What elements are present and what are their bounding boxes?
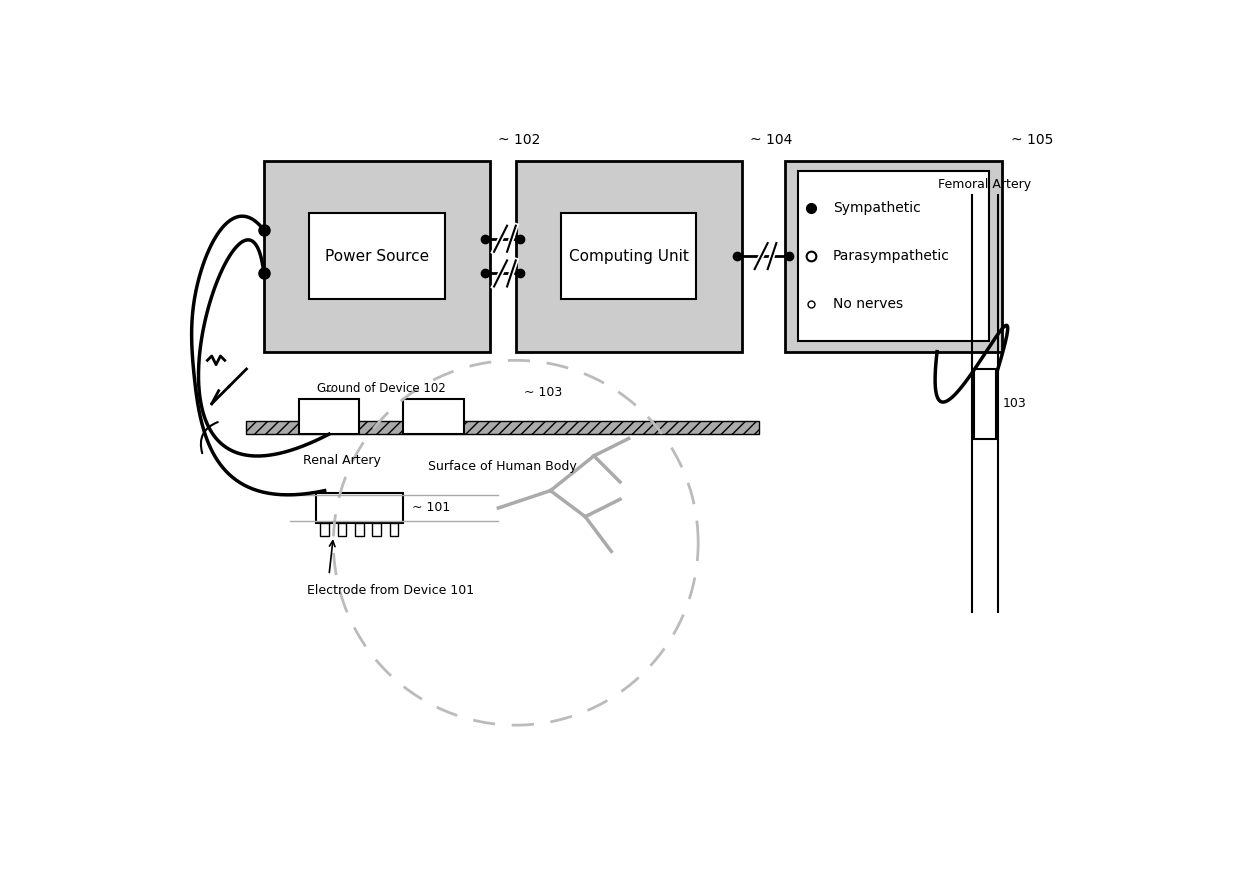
- Text: Power Source: Power Source: [325, 248, 429, 264]
- Bar: [389, 524, 398, 536]
- Text: ~ 104: ~ 104: [750, 133, 792, 147]
- Text: Renal Artery: Renal Artery: [303, 453, 381, 467]
- Text: Ground of Device 102: Ground of Device 102: [316, 382, 445, 395]
- Text: Computing Unit: Computing Unit: [569, 248, 688, 264]
- FancyBboxPatch shape: [309, 213, 444, 299]
- Text: No nerves: No nerves: [833, 296, 903, 310]
- Text: ~ 105: ~ 105: [1011, 133, 1053, 147]
- FancyBboxPatch shape: [560, 213, 697, 299]
- Text: ~ 101: ~ 101: [412, 502, 450, 515]
- Bar: [973, 369, 996, 438]
- FancyBboxPatch shape: [799, 171, 990, 341]
- Text: Electrode from Device 101: Electrode from Device 101: [308, 584, 475, 597]
- Text: Surface of Human Body: Surface of Human Body: [428, 460, 577, 474]
- Bar: [372, 524, 381, 536]
- Text: Sympathetic: Sympathetic: [833, 202, 920, 215]
- Text: Parasympathetic: Parasympathetic: [833, 249, 950, 263]
- Bar: [316, 493, 403, 524]
- Bar: [320, 524, 329, 536]
- Bar: [403, 399, 464, 434]
- Bar: [299, 399, 360, 434]
- FancyBboxPatch shape: [264, 160, 490, 352]
- Text: Femoral Artery: Femoral Artery: [939, 178, 1032, 191]
- Text: ~ 103: ~ 103: [525, 387, 563, 399]
- Bar: [337, 524, 346, 536]
- Text: 103: 103: [1002, 397, 1025, 410]
- Text: ~: ~: [325, 387, 334, 396]
- FancyBboxPatch shape: [516, 160, 742, 352]
- Bar: [355, 524, 363, 536]
- Text: ~ 102: ~ 102: [498, 133, 541, 147]
- FancyBboxPatch shape: [785, 160, 1002, 352]
- Bar: [247, 421, 759, 434]
